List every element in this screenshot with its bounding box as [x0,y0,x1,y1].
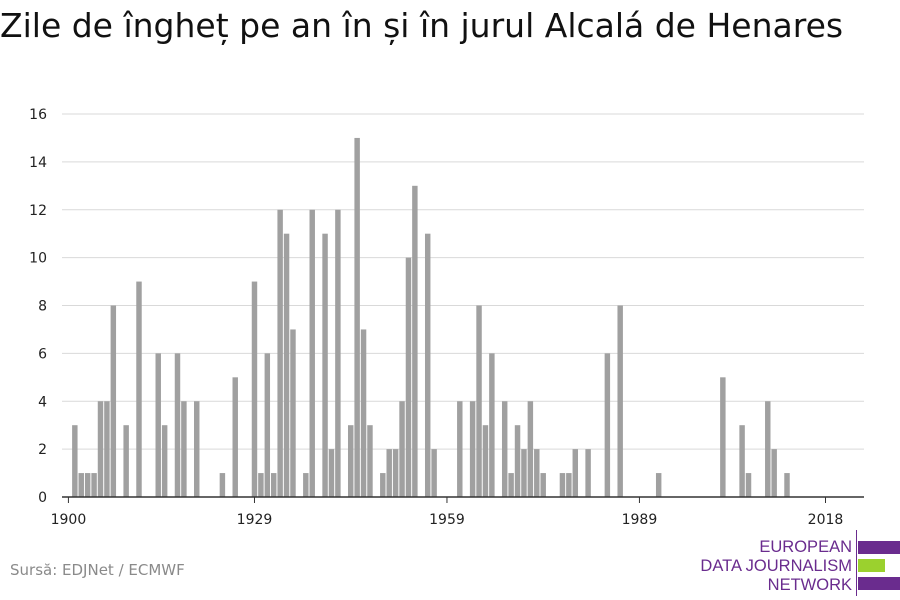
bar [399,401,405,497]
y-tick-label: 6 [38,346,47,362]
bar [380,473,386,497]
y-tick-label: 0 [38,490,47,506]
logo-text-line1: EUROPEAN [759,538,852,556]
y-axis-ticks: 0 2 4 6 8 10 12 14 16 [29,107,47,506]
x-axis-ticks: 1900 1929 1959 1989 2018 [51,497,844,528]
bar [508,473,514,497]
bar [347,425,354,497]
bar [290,329,296,497]
y-tick-label: 8 [38,299,47,315]
bar [534,449,540,497]
y-tick-label: 10 [29,251,47,267]
bar [271,473,277,497]
chart-title: Zile de îngheț pe an în și în jurul Alca… [0,6,844,45]
bar [303,473,309,497]
bar [123,425,129,497]
bar [784,473,790,497]
bar [322,233,328,497]
bar [258,473,264,497]
bar [392,449,399,497]
bar [219,473,226,497]
bar [572,449,579,497]
x-tick-label: 1900 [51,512,87,528]
y-tick-label: 2 [38,442,47,458]
x-tick-label: 1989 [622,512,658,528]
bar [104,401,110,497]
source-note: Sursă: EDJNet / ECMWF [10,561,185,579]
bar [540,473,546,497]
x-tick-label: 1959 [429,512,465,528]
bar [405,257,412,497]
x-tick-label: 2018 [808,512,844,528]
bar [161,425,168,497]
gridlines [62,113,864,450]
bar [97,401,104,497]
bar [264,353,271,497]
bar [720,377,726,497]
bar [771,449,777,497]
bars [72,137,790,497]
bar [739,425,745,497]
bar [335,209,341,497]
bar [386,449,392,497]
bar [655,473,662,497]
bar [309,209,315,497]
bar [585,449,591,497]
bar [521,449,527,497]
bar [482,425,489,497]
logo-text-line3: NETWORK [767,576,852,594]
bar [412,185,418,497]
bar [84,473,91,497]
bar [501,401,508,497]
bar [559,473,566,497]
bar [489,353,495,497]
bar [78,473,84,497]
bar [155,353,161,497]
y-tick-label: 14 [29,155,47,171]
edjnet-logo[interactable]: EUROPEAN DATA JOURNALISM NETWORK [700,530,900,596]
logo-text-line2: DATA JOURNALISM [700,557,852,575]
bar [367,425,373,497]
bar [527,401,534,497]
bar [457,401,463,497]
y-tick-label: 4 [38,394,47,410]
logo-bar-middle [858,559,885,572]
bar [354,137,360,497]
bar [136,281,142,497]
bar [424,233,431,497]
bar [566,473,572,497]
bar [514,425,521,497]
bar [251,281,258,497]
logo-bar-bottom [858,577,900,590]
logo-divider [856,530,857,596]
bar [745,473,752,497]
bar [72,425,78,497]
bar [174,353,181,497]
bar [91,473,97,497]
bar [765,401,771,497]
bar [110,305,117,497]
y-tick-label: 12 [29,203,47,219]
bar [181,401,187,497]
bar [469,401,476,497]
bar [604,353,611,497]
x-tick-label: 1929 [237,512,273,528]
bar [194,401,200,497]
logo-bar-top [858,541,900,554]
bar [617,305,623,497]
bar [328,449,335,497]
y-tick-label: 16 [29,107,47,123]
bar [232,377,238,497]
bar [476,305,482,497]
bar [431,449,437,497]
bar [277,209,283,497]
bar [283,233,290,497]
bar [360,329,367,497]
